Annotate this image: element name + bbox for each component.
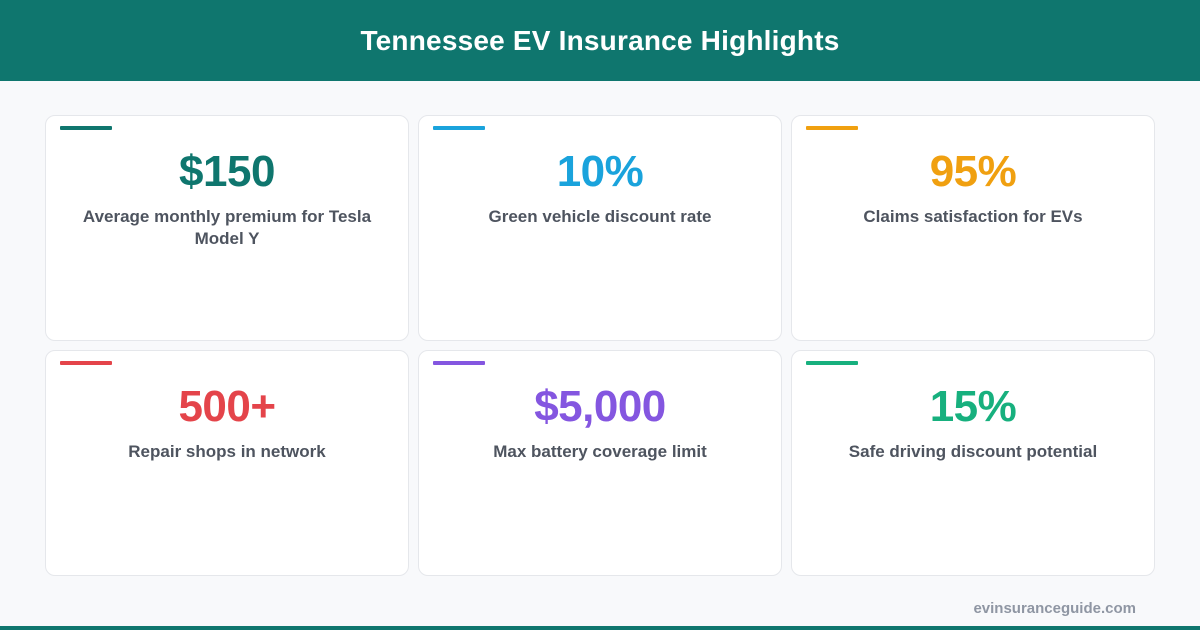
stat-value: 15%	[929, 382, 1017, 431]
card-accent-bar	[806, 126, 858, 130]
site-url: evinsuranceguide.com	[973, 600, 1136, 617]
stat-label: Repair shops in network	[128, 442, 326, 461]
stat-card-claims-satisfaction: 95% Claims satisfaction for EVs	[791, 115, 1155, 341]
page-title: Tennessee EV Insurance Highlights	[360, 24, 840, 56]
card-accent-bar	[433, 126, 485, 130]
stats-grid: $150 Average monthly premium for Tesla M…	[45, 115, 1155, 576]
stat-value: $150	[179, 147, 275, 196]
stat-value: 95%	[929, 147, 1017, 196]
card-accent-bar	[60, 361, 112, 365]
card-accent-bar	[806, 361, 858, 365]
stat-label: Max battery coverage limit	[493, 442, 707, 461]
stat-value: 500+	[178, 382, 276, 431]
stat-card-avg-premium: $150 Average monthly premium for Tesla M…	[45, 115, 409, 341]
stat-value: 10%	[556, 147, 644, 196]
stat-card-battery-coverage: $5,000 Max battery coverage limit	[418, 350, 782, 576]
stat-label: Green vehicle discount rate	[488, 207, 712, 226]
stat-label: Average monthly premium for Tesla Model …	[82, 207, 372, 248]
stat-card-safe-driving: 15% Safe driving discount potential	[791, 350, 1155, 576]
card-accent-bar	[60, 126, 112, 130]
stat-card-green-discount: 10% Green vehicle discount rate	[418, 115, 782, 341]
stat-label: Claims satisfaction for EVs	[863, 207, 1083, 226]
stat-label: Safe driving discount potential	[848, 442, 1098, 461]
stat-value: $5,000	[534, 382, 666, 431]
stat-card-repair-shops: 500+ Repair shops in network	[45, 350, 409, 576]
card-accent-bar	[433, 361, 485, 365]
footer-divider	[0, 626, 1200, 630]
header-banner: Tennessee EV Insurance Highlights	[0, 0, 1200, 81]
